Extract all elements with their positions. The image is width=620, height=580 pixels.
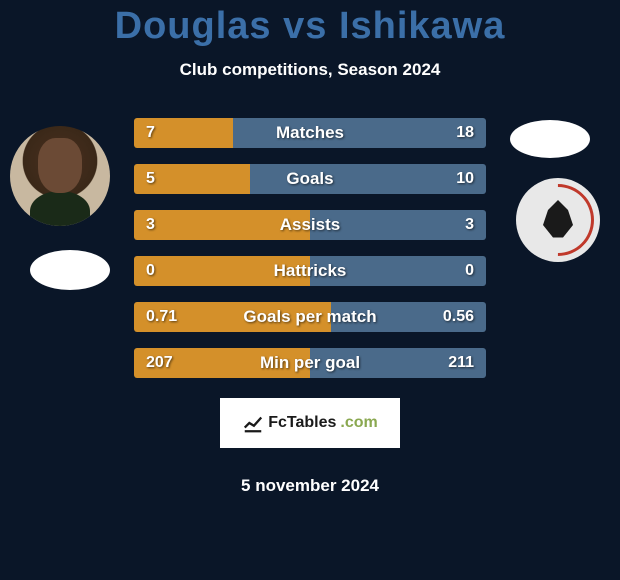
- stat-label: Assists: [134, 215, 486, 235]
- chart-icon: [242, 412, 264, 434]
- stat-label: Hattricks: [134, 261, 486, 281]
- player2-name: Ishikawa: [339, 5, 505, 47]
- stat-label: Goals per match: [134, 307, 486, 327]
- comparison-card: Douglas vs Ishikawa Club competitions, S…: [0, 0, 620, 580]
- brand-badge[interactable]: FcTables.com: [220, 398, 400, 448]
- player2-club-logo-small: [510, 120, 590, 158]
- stat-row: 510Goals: [134, 164, 486, 194]
- stat-row: 33Assists: [134, 210, 486, 240]
- player1-name: Douglas: [115, 5, 272, 47]
- stat-label: Goals: [134, 169, 486, 189]
- date-text: 5 november 2024: [241, 476, 379, 496]
- subtitle: Club competitions, Season 2024: [180, 60, 441, 80]
- stat-row: 718Matches: [134, 118, 486, 148]
- brand-name: FcTables: [268, 414, 336, 432]
- vs-text: vs: [283, 5, 327, 47]
- stat-label: Matches: [134, 123, 486, 143]
- player2-club-logo: [516, 178, 600, 262]
- stat-label: Min per goal: [134, 353, 486, 373]
- player1-club-logo: [30, 250, 110, 290]
- brand-suffix: .com: [340, 414, 377, 432]
- stat-row: 0.710.56Goals per match: [134, 302, 486, 332]
- stats-list: 718Matches 510Goals 33Assists 00Hattricks 0.…: [134, 118, 486, 378]
- page-title: Douglas vs Ishikawa: [115, 5, 506, 48]
- stat-row: 00Hattricks: [134, 256, 486, 286]
- player1-avatar: [10, 126, 110, 226]
- stat-row: 207211Min per goal: [134, 348, 486, 378]
